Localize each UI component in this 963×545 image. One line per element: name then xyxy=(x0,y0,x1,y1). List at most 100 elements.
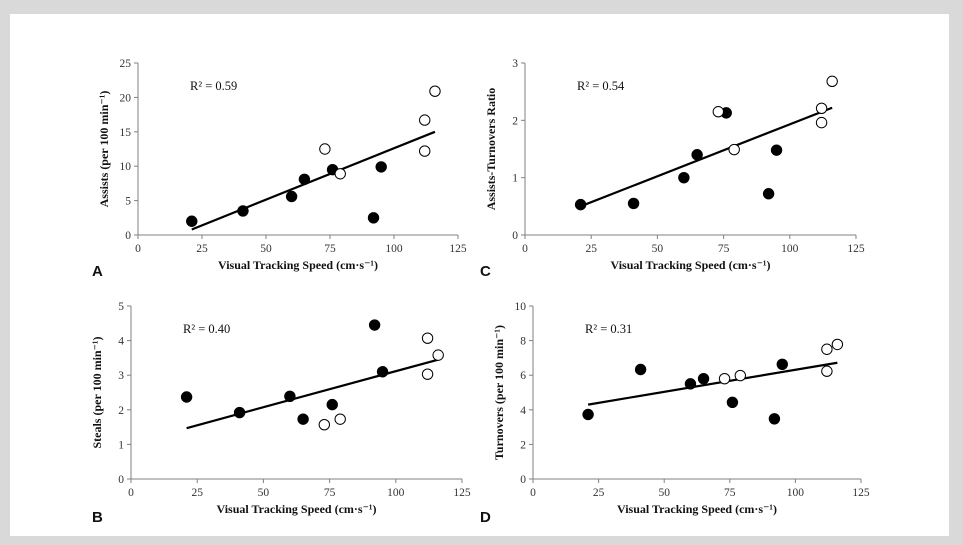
filled-data-point xyxy=(297,413,309,425)
filled-data-point xyxy=(298,173,311,185)
filled-data-point xyxy=(284,390,296,403)
x-tick-label: 125 xyxy=(449,243,467,255)
trendline xyxy=(191,130,436,231)
open-data-point xyxy=(429,85,441,97)
filled-data-point xyxy=(776,358,788,371)
x-tick-label: 125 xyxy=(453,487,471,499)
y-axis-title: Steals (per 100 min⁻¹) xyxy=(90,336,104,448)
x-tick-label: 100 xyxy=(385,243,403,255)
x-tick-label: 0 xyxy=(135,243,141,255)
filled-data-point xyxy=(726,396,739,409)
x-axis-title: Visual Tracking Speed (cm·s⁻¹) xyxy=(218,258,378,272)
filled-data-point xyxy=(770,144,783,156)
r-squared-annotation: R² = 0.59 xyxy=(190,79,237,93)
y-axis-title: Turnovers (per 100 min⁻¹) xyxy=(492,325,506,460)
filled-data-point xyxy=(237,205,249,217)
y-tick-label: 3 xyxy=(118,370,124,382)
open-data-point xyxy=(821,343,833,355)
filled-data-point xyxy=(582,408,594,421)
y-tick-label: 1 xyxy=(118,439,124,451)
r-squared-annotation: R² = 0.31 xyxy=(585,322,632,336)
y-tick-label: 5 xyxy=(118,301,124,313)
filled-data-point xyxy=(691,149,703,161)
y-tick-label: 0 xyxy=(512,230,518,242)
x-tick-label: 0 xyxy=(530,487,536,499)
filled-data-point xyxy=(180,391,193,403)
y-tick-label: 10 xyxy=(120,161,132,173)
x-tick-label: 50 xyxy=(258,487,270,499)
x-tick-label: 100 xyxy=(787,487,805,499)
y-tick-label: 20 xyxy=(120,92,132,104)
y-tick-label: 2 xyxy=(520,439,526,451)
x-tick-label: 25 xyxy=(191,487,203,499)
y-tick-label: 10 xyxy=(515,301,527,313)
x-axis-title: Visual Tracking Speed (cm·s⁻¹) xyxy=(617,502,777,516)
x-tick-label: 50 xyxy=(260,243,272,255)
r-squared-annotation: R² = 0.54 xyxy=(577,79,625,93)
y-tick-label: 4 xyxy=(118,336,124,348)
open-data-point xyxy=(334,413,346,425)
x-tick-label: 25 xyxy=(593,487,605,499)
open-data-point xyxy=(728,143,740,156)
filled-data-point xyxy=(762,188,775,200)
filled-data-point xyxy=(697,372,710,385)
x-axis-title: Visual Tracking Speed (cm·s⁻¹) xyxy=(610,258,770,272)
open-data-point xyxy=(826,75,838,88)
x-tick-label: 25 xyxy=(196,243,208,255)
open-data-point xyxy=(334,168,346,180)
x-tick-label: 100 xyxy=(781,243,799,255)
open-data-point xyxy=(421,332,434,344)
x-tick-label: 75 xyxy=(324,243,336,255)
y-tick-label: 0 xyxy=(118,474,124,486)
panel-letter: D xyxy=(480,509,491,526)
y-tick-label: 6 xyxy=(520,370,526,382)
panel-letter: C xyxy=(480,263,491,280)
filled-data-point xyxy=(186,215,198,227)
filled-data-point xyxy=(376,366,389,378)
open-data-point xyxy=(419,114,431,126)
open-data-point xyxy=(319,143,331,155)
y-tick-label: 0 xyxy=(520,474,526,486)
open-data-point xyxy=(718,372,731,385)
y-tick-label: 3 xyxy=(512,58,518,70)
filled-data-point xyxy=(768,413,781,425)
filled-data-point xyxy=(627,197,640,210)
y-axis-title: Assists (per 100 min⁻¹) xyxy=(97,91,111,208)
open-data-point xyxy=(318,418,331,431)
panel-letter: B xyxy=(92,509,103,526)
y-axis-title: Assists-Turnovers Ratio xyxy=(484,88,498,211)
open-data-point xyxy=(734,369,746,382)
x-tick-label: 25 xyxy=(585,243,597,255)
x-tick-label: 0 xyxy=(128,487,134,499)
x-axis-title: Visual Tracking Speed (cm·s⁻¹) xyxy=(216,502,376,516)
filled-data-point xyxy=(574,198,587,211)
x-tick-label: 75 xyxy=(724,487,736,499)
trendline xyxy=(186,358,439,430)
x-tick-label: 100 xyxy=(387,487,405,499)
x-tick-label: 50 xyxy=(658,487,670,499)
filled-data-point xyxy=(368,319,381,331)
filled-data-point xyxy=(326,398,338,411)
y-tick-label: 2 xyxy=(118,405,124,417)
y-tick-label: 1 xyxy=(512,173,518,185)
open-data-point xyxy=(831,338,844,351)
open-data-point xyxy=(432,349,444,361)
y-tick-label: 25 xyxy=(120,58,132,70)
y-tick-label: 15 xyxy=(120,127,132,139)
filled-data-point xyxy=(285,190,298,203)
y-tick-label: 2 xyxy=(512,115,518,127)
y-tick-label: 4 xyxy=(520,405,526,417)
open-data-point xyxy=(712,106,725,118)
open-data-point xyxy=(815,102,828,114)
x-tick-label: 0 xyxy=(522,243,528,255)
filled-data-point xyxy=(684,378,697,390)
y-tick-label: 8 xyxy=(520,336,526,348)
panel-letter: A xyxy=(92,263,103,280)
filled-data-point xyxy=(678,171,690,184)
y-tick-label: 0 xyxy=(125,230,131,242)
open-data-point xyxy=(419,145,431,157)
open-data-point xyxy=(821,365,833,377)
filled-data-point xyxy=(375,161,387,173)
filled-data-point xyxy=(634,363,647,376)
